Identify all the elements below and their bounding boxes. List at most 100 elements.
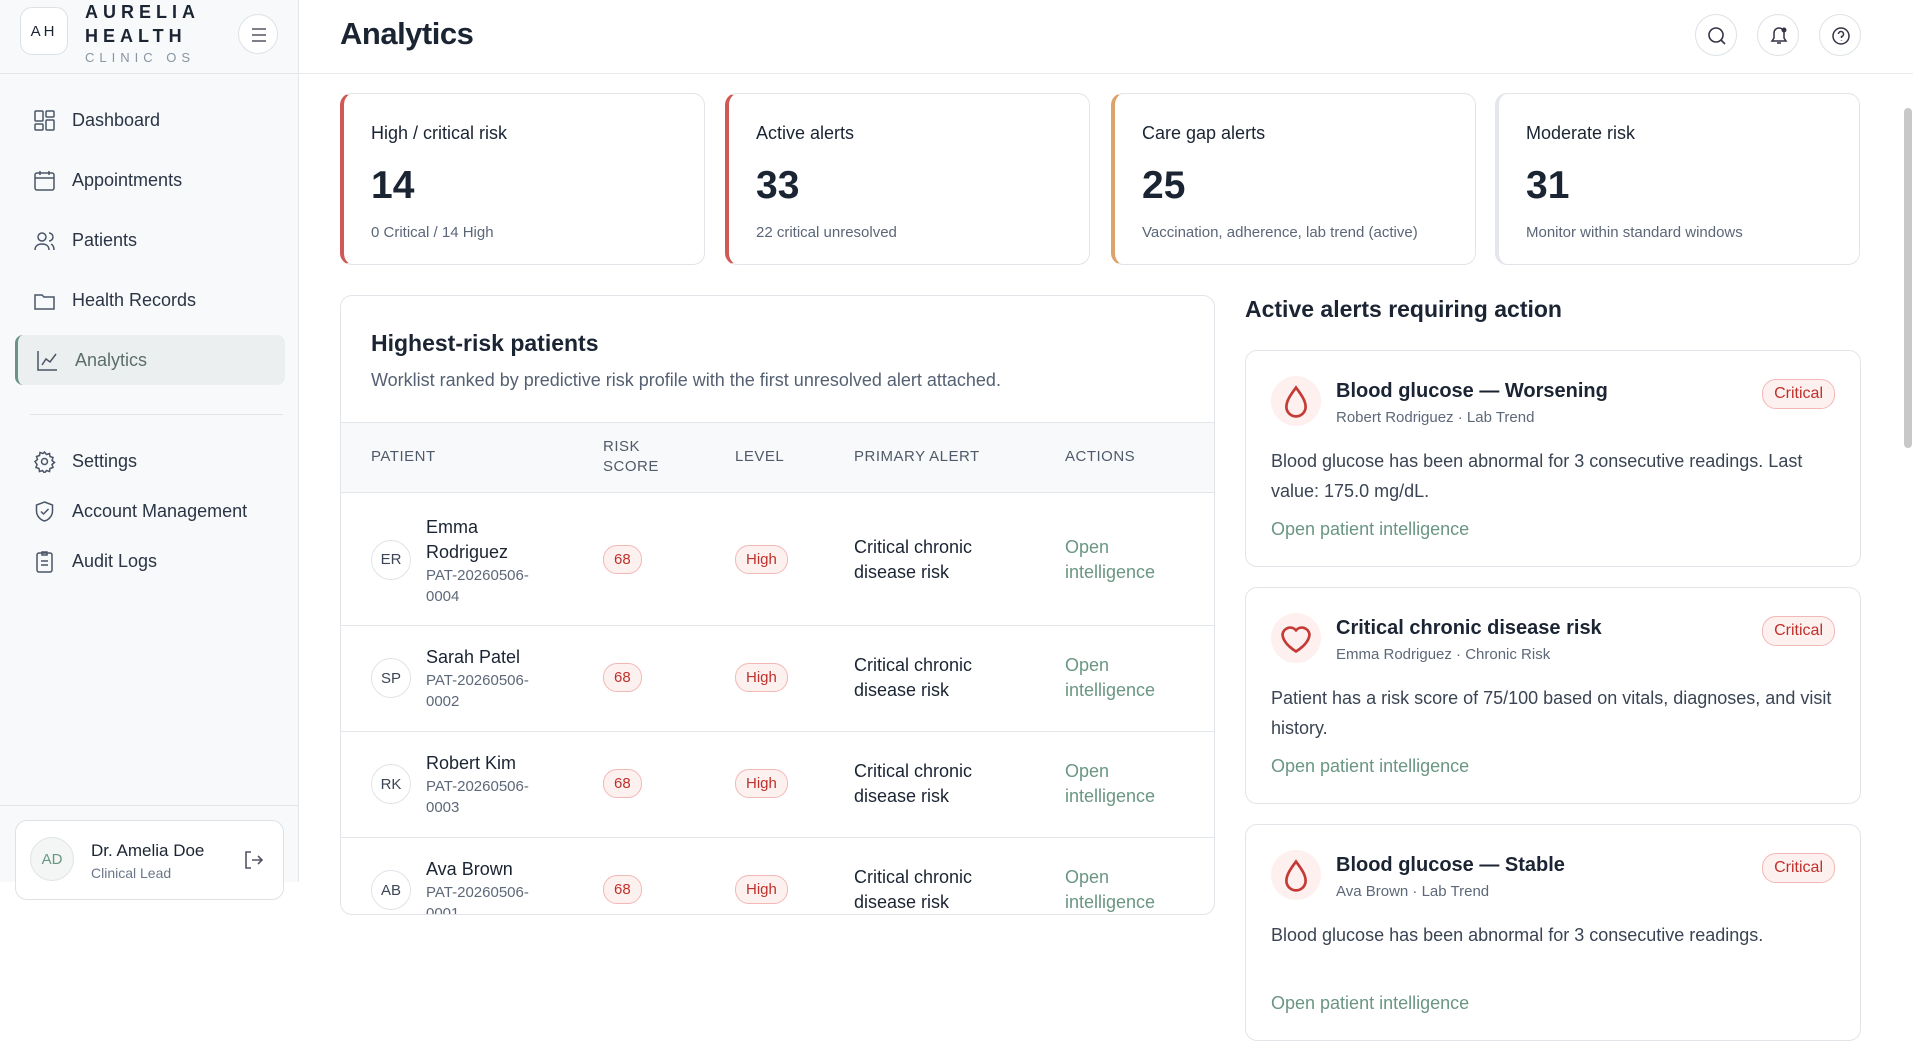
alert-title: Critical chronic disease risk: [1336, 617, 1602, 639]
stat-label: Moderate risk: [1526, 123, 1636, 143]
alert-link[interactable]: Open patient intelligence: [1271, 756, 1470, 776]
nav-label: Settings: [72, 450, 138, 471]
avatar: AB: [371, 870, 411, 910]
scrollbar: [1904, 108, 1912, 448]
patient-name: Ava Brown: [426, 859, 513, 879]
open-intelligence[interactable]: Open intelligence: [1065, 761, 1156, 806]
alert-link[interactable]: Open patient intelligence: [1271, 519, 1470, 539]
alert-body: Patient has a risk score of 75/100 based…: [1271, 688, 1832, 738]
brand-sub: CLINIC OS: [85, 50, 196, 65]
avatar: SP: [371, 658, 411, 698]
primary-alert: Critical chronic disease risk: [854, 536, 973, 582]
table-header: [341, 422, 1214, 493]
alert-link[interactable]: Open patient intelligence: [1271, 993, 1470, 1013]
alert-meta: Robert Rodriguez · Lab Trend: [1336, 409, 1535, 426]
risk-score: 68: [603, 875, 642, 904]
nav-item[interactable]: Settings: [15, 436, 285, 486]
patient-name: Emma Rodriguez: [426, 517, 509, 562]
primary-alert: Critical chronic disease risk: [854, 761, 973, 806]
stat-value: 33: [756, 164, 800, 207]
search-button[interactable]: [1695, 14, 1737, 56]
risk-score: 68: [603, 663, 642, 692]
alert-card: Blood glucose — Worsening Robert Rodrigue…: [1245, 350, 1861, 567]
primary-alert: Critical chronic disease risk: [854, 867, 973, 912]
risk-score: 68: [603, 544, 642, 574]
alert-title: Blood glucose — Worsening: [1336, 380, 1608, 402]
open-intelligence[interactable]: Open intelligence: [1065, 867, 1156, 912]
stat-card: Care gap alerts 25 Vaccination, adherence,…: [1111, 93, 1476, 265]
column-header: PRIMARY ALERT: [854, 448, 980, 465]
alert-icon: [1271, 376, 1321, 426]
alert-body: Blood glucose has been abnormal for 3 co…: [1271, 451, 1803, 501]
stat-card: High / critical risk 14 0 Critical / 14 Hi…: [340, 93, 705, 265]
column-header: PATIENT: [371, 448, 436, 465]
row-divider: [341, 625, 1214, 626]
open-intelligence[interactable]: Open intelligence: [1065, 655, 1156, 700]
user-card[interactable]: AD Dr. Amelia Doe Clinical Lead: [15, 820, 284, 900]
alert-title: Blood glucose — Stable: [1336, 854, 1565, 876]
stat-card: Moderate risk 31 Monitor within standard w…: [1495, 93, 1860, 265]
alert-badge: Critical: [1762, 379, 1835, 409]
brand-name: HEALTH: [85, 26, 187, 46]
alert-icon: [1271, 613, 1321, 663]
stat-value: 25: [1142, 164, 1186, 207]
primary-alert: Critical chronic disease risk: [854, 655, 973, 700]
stat-sub: Vaccination, adherence, lab trend (activ…: [1142, 224, 1418, 241]
alert-badge: Critical: [1762, 853, 1835, 883]
open-intelligence[interactable]: Open intelligence: [1065, 536, 1156, 582]
nav-item[interactable]: Analytics: [15, 335, 285, 385]
user-role: Clinical Lead: [91, 865, 172, 881]
nav-label: Account Management: [72, 500, 248, 521]
patient-id: PAT-20260506-0004: [426, 567, 529, 605]
stat-sub: 0 Critical / 14 High: [371, 224, 494, 241]
row-divider: [341, 731, 1214, 732]
nav-item[interactable]: Dashboard: [15, 95, 285, 145]
notifications-button[interactable]: [1757, 14, 1799, 56]
column-header: LEVEL: [735, 448, 785, 465]
sidebar: AH AURELIA HEALTH CLINIC OS Dashboard App…: [0, 0, 299, 900]
brand: AH AURELIA HEALTH CLINIC OS: [0, 0, 298, 74]
stat-label: High / critical risk: [371, 123, 508, 143]
patient-id: PAT-20260506-0002: [426, 672, 529, 710]
stat-sub: Monitor within standard windows: [1526, 224, 1743, 241]
nav-label: Audit Logs: [72, 550, 158, 571]
page-title: Analytics: [340, 16, 474, 51]
patient-id: PAT-20260506-0003: [426, 778, 529, 816]
patient-name: Robert Kim: [426, 753, 517, 773]
alert-meta: Ava Brown · Lab Trend: [1336, 883, 1490, 900]
stat-sub: 22 critical unresolved: [756, 224, 897, 241]
stat-value: 14: [371, 164, 415, 207]
avatar: RK: [371, 764, 411, 804]
brand-name: AURELIA: [85, 2, 200, 22]
risk-level: High: [735, 544, 788, 574]
avatar: AD: [30, 837, 74, 881]
alert-card: Critical chronic disease risk Emma Rodrig…: [1245, 587, 1861, 804]
divider: [0, 805, 298, 806]
logout-icon[interactable]: [242, 849, 264, 871]
divider: [30, 414, 283, 415]
nav-label: Appointments: [72, 169, 183, 190]
nav-item[interactable]: Audit Logs: [15, 536, 285, 586]
risk-level: High: [735, 769, 788, 798]
alert-icon: [1271, 850, 1321, 900]
row-divider: [341, 837, 1214, 838]
table-title: Highest-risk patients: [371, 330, 599, 356]
nav-label: Health Records: [72, 289, 197, 310]
nav-label: Patients: [72, 229, 138, 250]
nav-item[interactable]: Patients: [15, 215, 285, 265]
nav-item[interactable]: Appointments: [15, 155, 285, 205]
stat-card: Active alerts 33 22 critical unresolved: [725, 93, 1090, 265]
logo: AH: [20, 7, 68, 55]
risk-level: High: [735, 875, 788, 904]
menu-button[interactable]: [238, 14, 278, 54]
patient-id: PAT-20260506-0001: [426, 884, 529, 915]
help-button[interactable]: [1819, 14, 1861, 56]
nav-item[interactable]: Account Management: [15, 486, 285, 536]
nav-item[interactable]: Health Records: [15, 275, 285, 325]
avatar: ER: [371, 539, 411, 580]
stat-label: Active alerts: [756, 123, 855, 143]
user-name: Dr. Amelia Doe: [91, 841, 205, 860]
risk-table: Highest-risk patients Worklist ranked by…: [340, 295, 1215, 915]
alert-card: Blood glucose — Stable Ava Brown · Lab Tr…: [1245, 824, 1861, 1041]
